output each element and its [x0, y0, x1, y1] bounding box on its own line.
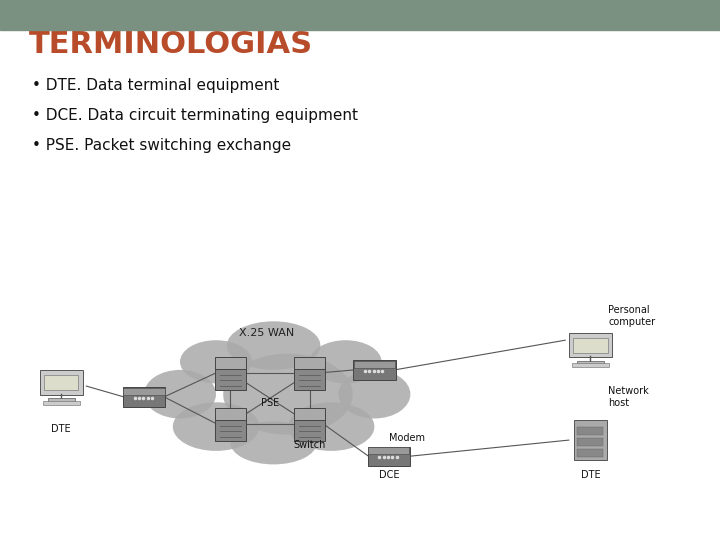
Text: TERMINOLOGÍAS: TERMINOLOGÍAS: [29, 30, 313, 59]
FancyBboxPatch shape: [577, 361, 603, 365]
Ellipse shape: [288, 402, 374, 451]
Ellipse shape: [144, 370, 216, 418]
FancyBboxPatch shape: [40, 370, 83, 395]
Text: • DTE. Data terminal equipment: • DTE. Data terminal equipment: [32, 78, 280, 93]
FancyBboxPatch shape: [44, 375, 78, 390]
Text: PSE: PSE: [261, 399, 279, 408]
Text: Network
host: Network host: [608, 386, 649, 408]
Ellipse shape: [338, 370, 410, 418]
Text: Personal
computer: Personal computer: [608, 305, 655, 327]
Ellipse shape: [230, 421, 317, 464]
FancyBboxPatch shape: [574, 420, 607, 460]
FancyBboxPatch shape: [353, 360, 396, 380]
Text: • PSE. Packet switching exchange: • PSE. Packet switching exchange: [32, 138, 292, 153]
Ellipse shape: [223, 354, 353, 435]
FancyBboxPatch shape: [294, 408, 325, 420]
Text: Switch: Switch: [294, 440, 325, 450]
FancyBboxPatch shape: [215, 367, 246, 390]
FancyBboxPatch shape: [577, 449, 603, 456]
FancyBboxPatch shape: [215, 357, 246, 369]
FancyBboxPatch shape: [43, 401, 80, 405]
FancyBboxPatch shape: [215, 408, 246, 420]
FancyBboxPatch shape: [569, 333, 612, 357]
Ellipse shape: [180, 340, 252, 383]
Text: Modem: Modem: [389, 433, 425, 443]
FancyBboxPatch shape: [368, 447, 410, 466]
FancyBboxPatch shape: [122, 387, 166, 407]
FancyBboxPatch shape: [577, 438, 603, 446]
Text: DTE: DTE: [51, 424, 71, 434]
FancyBboxPatch shape: [572, 363, 609, 367]
Ellipse shape: [227, 321, 320, 370]
Ellipse shape: [173, 402, 259, 451]
FancyBboxPatch shape: [294, 357, 325, 369]
Text: X.25 WAN: X.25 WAN: [239, 327, 294, 338]
Text: DCE: DCE: [379, 470, 399, 480]
FancyBboxPatch shape: [294, 367, 325, 390]
FancyBboxPatch shape: [577, 428, 603, 435]
Text: • DCE. Data circuit terminating equipment: • DCE. Data circuit terminating equipmen…: [32, 108, 359, 123]
FancyBboxPatch shape: [124, 388, 165, 395]
FancyBboxPatch shape: [48, 399, 75, 402]
FancyBboxPatch shape: [215, 418, 246, 441]
FancyBboxPatch shape: [294, 418, 325, 441]
Text: DTE: DTE: [580, 470, 600, 480]
FancyBboxPatch shape: [369, 447, 410, 454]
Ellipse shape: [310, 340, 382, 383]
FancyBboxPatch shape: [354, 361, 395, 368]
Bar: [0, 0, 720, 30]
FancyBboxPatch shape: [573, 338, 608, 353]
